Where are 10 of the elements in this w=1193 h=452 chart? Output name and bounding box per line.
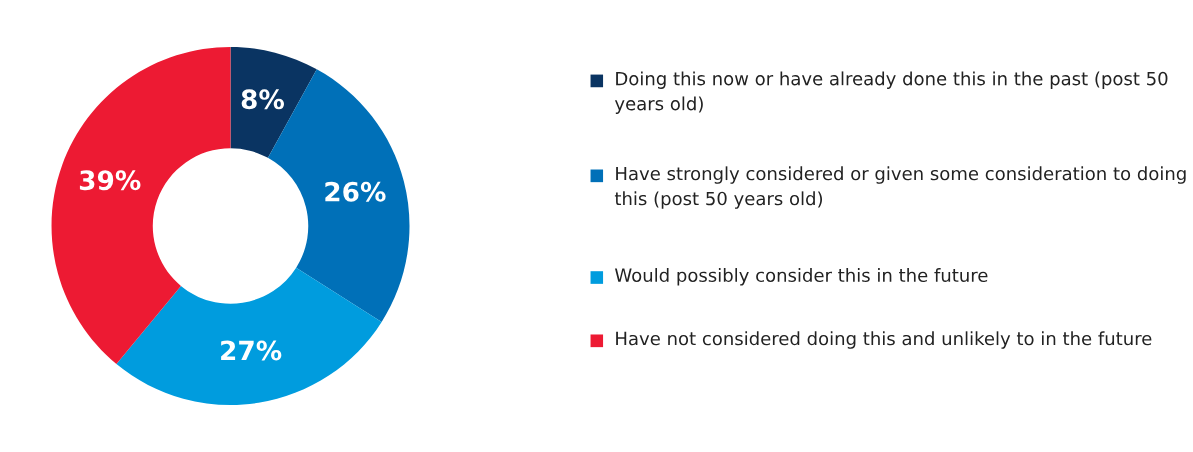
legend-label: Would possibly consider this in the future bbox=[615, 268, 988, 286]
donut-slice bbox=[116, 267, 382, 405]
data-label: 39% bbox=[79, 170, 141, 191]
data-label: 27% bbox=[221, 340, 282, 361]
data-label: 26% bbox=[325, 181, 386, 202]
legend-label: Have not considered doing this and unlikely to in the future bbox=[616, 331, 1152, 349]
legend-label: Have strongly considered or given some consideration to doing this (post 50 years old) bbox=[614, 166, 1186, 209]
data-label: 8% bbox=[241, 89, 284, 110]
donut-slice bbox=[230, 47, 317, 158]
legend-label: Doing this now or have already done this in the past (post 50 years old) bbox=[614, 71, 1168, 114]
